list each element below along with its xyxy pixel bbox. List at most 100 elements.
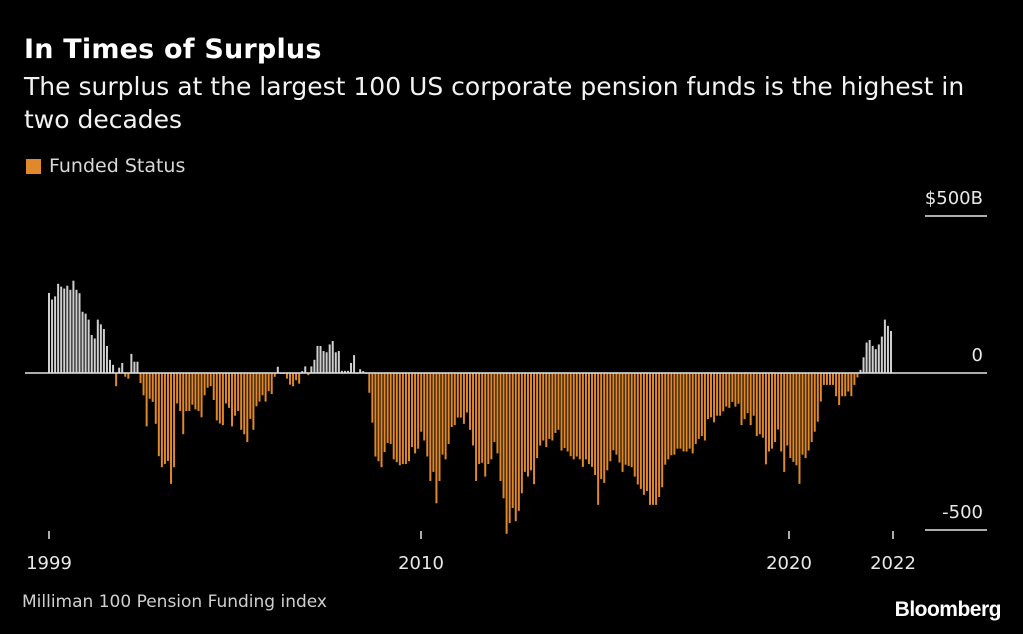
bar (224, 373, 227, 404)
bar (761, 373, 764, 438)
bar (780, 373, 783, 452)
bar (597, 373, 600, 505)
bar (249, 373, 252, 419)
bar (209, 373, 212, 387)
bar (371, 373, 374, 423)
bar (420, 373, 423, 432)
bar (298, 373, 301, 384)
bar (676, 373, 679, 449)
bar (289, 373, 292, 385)
bar (490, 373, 493, 460)
bar (60, 286, 63, 373)
bar (255, 373, 258, 407)
bar (84, 313, 87, 373)
bar (197, 373, 200, 411)
bar (539, 373, 542, 446)
bar (667, 373, 670, 460)
bar (115, 373, 118, 387)
x-tick-label: 2020 (766, 553, 812, 574)
bar (231, 373, 234, 427)
bar (215, 373, 218, 421)
bar (301, 371, 304, 373)
bar (109, 359, 112, 373)
bar (645, 373, 648, 492)
bar (813, 373, 816, 432)
x-tick-label: 1999 (26, 553, 72, 574)
bar (252, 373, 255, 430)
bar (258, 373, 261, 402)
bar (648, 373, 651, 505)
bar (786, 373, 789, 446)
bar (847, 373, 850, 392)
bar (819, 373, 822, 402)
bar (600, 373, 603, 480)
bar (844, 373, 847, 397)
bar (581, 373, 584, 467)
bar (795, 373, 798, 466)
bar (142, 373, 145, 396)
bar (563, 373, 566, 449)
legend-swatch-funded-status (26, 158, 41, 174)
bar (246, 373, 249, 443)
bar (179, 373, 182, 411)
x-tick-label: 2010 (398, 553, 444, 574)
bar (191, 373, 194, 405)
bar (746, 373, 749, 414)
bar (868, 340, 871, 373)
bar (798, 373, 801, 484)
x-tick-label: 2022 (870, 553, 916, 574)
bar (414, 373, 417, 454)
bar (618, 373, 621, 463)
bar (185, 373, 188, 411)
bar (96, 319, 99, 373)
bar (774, 373, 777, 443)
bar (273, 373, 276, 377)
bar (771, 373, 774, 449)
bar (688, 373, 691, 449)
bar (459, 373, 462, 418)
bar (386, 373, 389, 444)
bar (670, 373, 673, 456)
bar (877, 344, 880, 373)
bar (48, 292, 50, 373)
bar (801, 373, 804, 455)
bar (777, 373, 780, 430)
bar (182, 373, 185, 435)
bar (764, 373, 767, 465)
bar (243, 373, 246, 435)
bar (767, 373, 770, 452)
bar (105, 346, 108, 373)
bar (548, 373, 551, 439)
bar (188, 373, 191, 411)
bar (615, 373, 618, 455)
legend-label-funded-status: Funded Status (49, 155, 186, 177)
bar (832, 373, 835, 385)
bar (136, 361, 139, 373)
bar (865, 342, 868, 373)
bar (655, 373, 658, 505)
bar (389, 373, 392, 444)
bar (591, 373, 594, 467)
bar (154, 373, 157, 424)
bar (237, 373, 240, 411)
bar (554, 373, 557, 433)
bar (240, 373, 243, 430)
bar (508, 373, 511, 524)
bar (566, 373, 569, 452)
bar (87, 319, 90, 373)
bar (520, 373, 523, 494)
bar (66, 285, 69, 373)
y-tick-label: $500B (925, 188, 983, 209)
bar (380, 373, 383, 468)
bar (627, 373, 630, 466)
bar (465, 373, 468, 413)
bar (292, 373, 295, 387)
bar (423, 373, 426, 441)
bar (804, 373, 807, 459)
bar (789, 373, 792, 459)
legend: Funded Status (26, 155, 185, 177)
bar (658, 373, 661, 498)
bar (536, 373, 539, 459)
bar (664, 373, 667, 465)
bar (163, 373, 166, 465)
